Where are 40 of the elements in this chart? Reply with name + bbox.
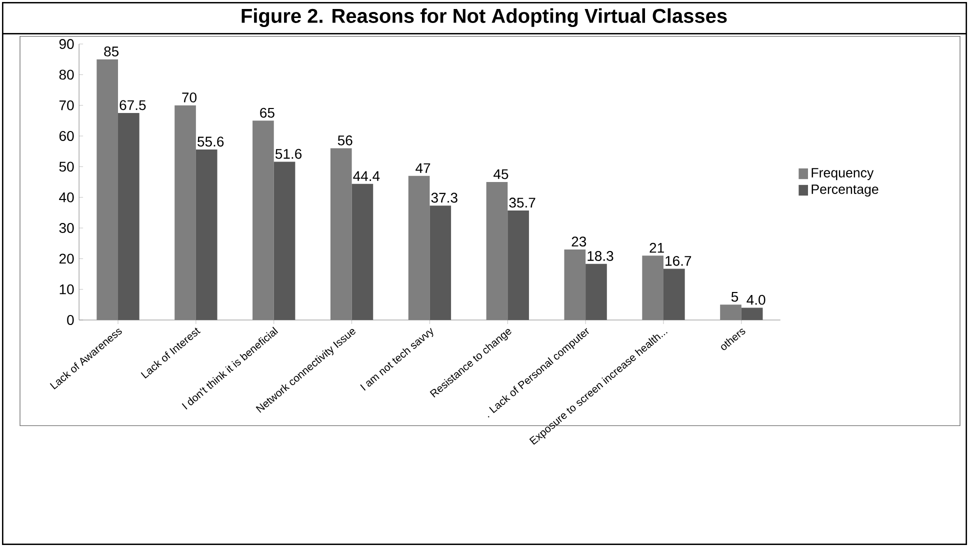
data-label: 55.6: [198, 136, 224, 147]
data-label: 44.4: [353, 171, 380, 181]
y-tick-label: 90: [59, 39, 74, 49]
bar: [508, 210, 529, 320]
data-label: 35.7: [509, 198, 536, 208]
data-label: 45: [494, 169, 508, 180]
legend-label: Percentage: [812, 184, 878, 197]
data-label: 51.6: [275, 148, 302, 159]
data-label: 37.3: [431, 192, 458, 203]
data-label: 65: [260, 108, 274, 118]
y-tick-label: 50: [59, 162, 74, 172]
y-tick-label: 20: [59, 254, 74, 264]
data-label: 18.3: [588, 251, 614, 261]
data-label: 16.7: [666, 256, 692, 266]
bar: [118, 113, 140, 320]
data-label: 85: [104, 46, 119, 56]
y-tick-label: 30: [59, 223, 74, 233]
data-label: 4.0: [746, 294, 766, 305]
legend-label: Frequency: [812, 168, 874, 180]
data-label: 47: [416, 163, 430, 173]
y-tick-label: 80: [59, 70, 74, 80]
bar: [663, 268, 685, 320]
bar: [430, 206, 452, 320]
y-tick-label: 10: [60, 284, 74, 294]
y-tick-label: 0: [67, 315, 74, 325]
bar: [274, 162, 296, 320]
chart-title: Figure 2. Reasons for Not Adopting Virtual Classes: [242, 8, 727, 28]
data-label: 70: [182, 92, 196, 102]
y-tick-label: 40: [59, 192, 74, 202]
data-label: 5: [731, 292, 738, 302]
data-label: 67.5: [120, 100, 146, 110]
bar: [586, 264, 607, 320]
data-label: 23: [572, 236, 586, 247]
bar: [352, 184, 374, 320]
data-label: 21: [650, 242, 664, 253]
y-tick-label: 60: [59, 131, 74, 141]
y-tick-label: 70: [59, 100, 74, 110]
bar: [741, 308, 763, 320]
bar: [196, 149, 218, 320]
data-label: 56: [338, 135, 352, 146]
